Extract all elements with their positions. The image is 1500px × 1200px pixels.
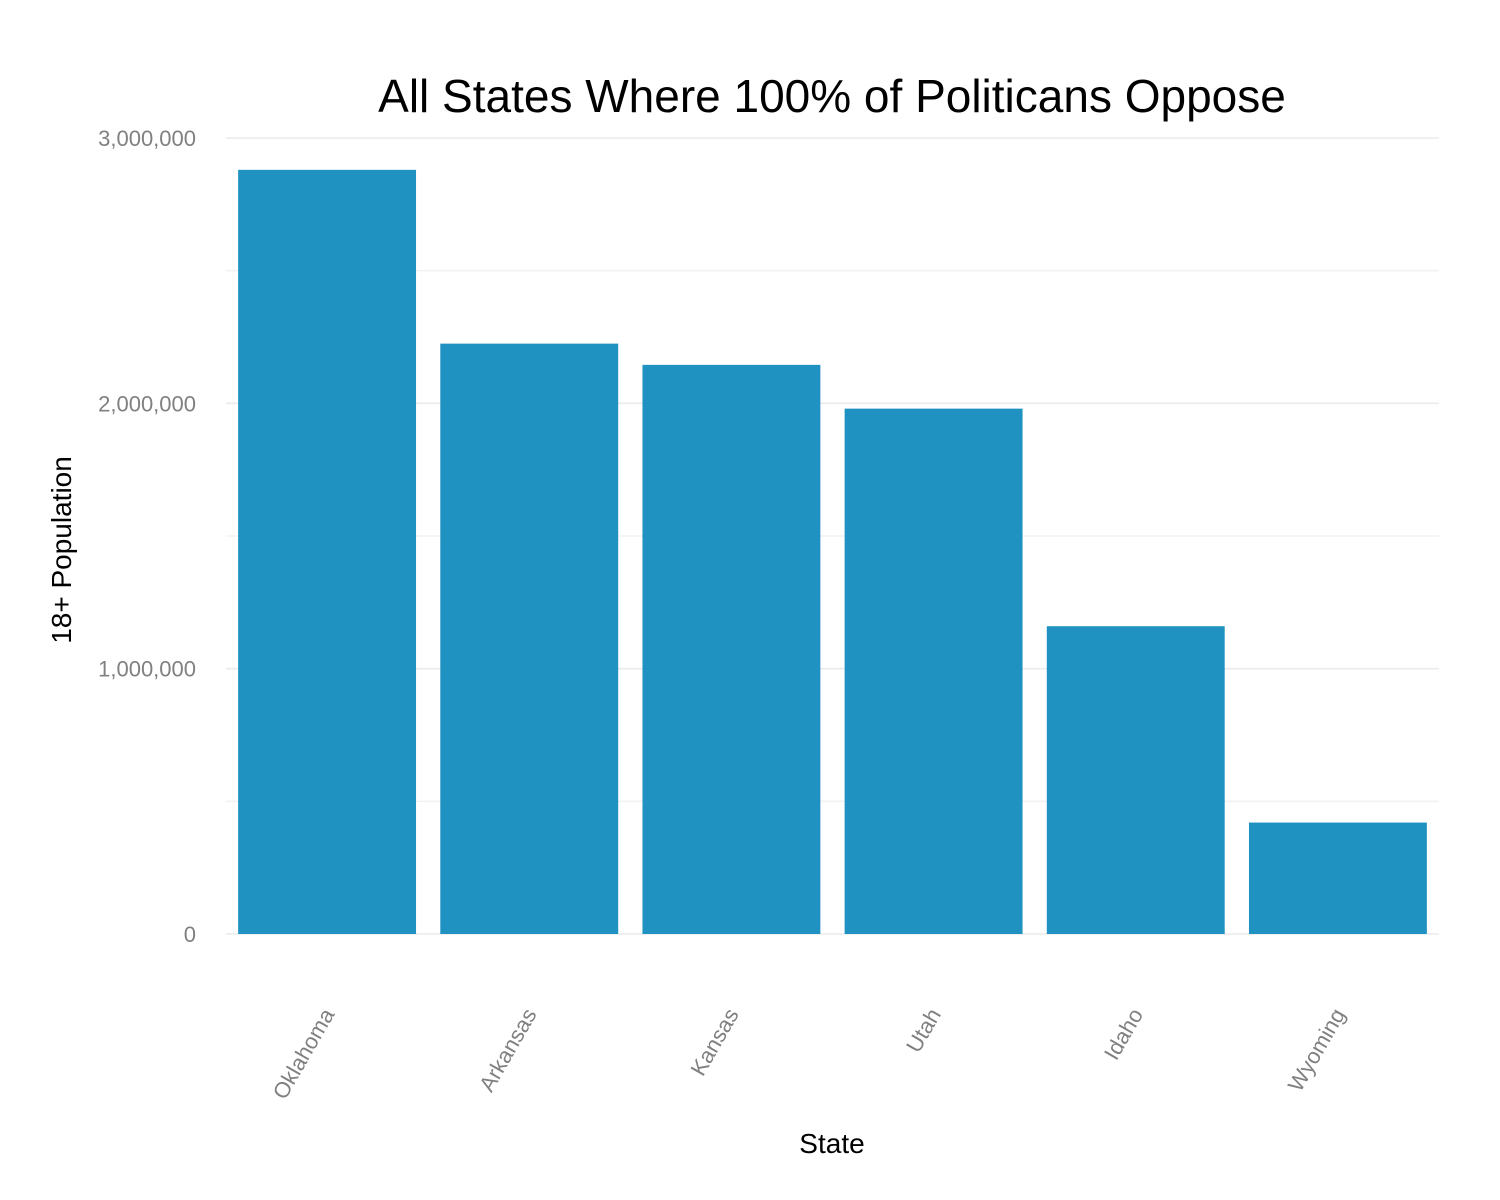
- gridlines: [226, 137, 1439, 935]
- x-tick-label-utah: Utah: [901, 1004, 946, 1057]
- y-tick-label: 0: [184, 922, 196, 947]
- y-tick-label: 2,000,000: [98, 391, 196, 416]
- bar-oklahoma: [238, 169, 417, 935]
- bar-arkansas: [440, 343, 619, 935]
- y-axis-title: 18+ Population: [46, 456, 77, 644]
- bar-idaho: [1046, 626, 1225, 934]
- bar-utah: [844, 408, 1023, 934]
- x-tick-label-wyoming: Wyoming: [1283, 1004, 1350, 1096]
- x-tick-label-arkansas: Arkansas: [474, 1004, 542, 1096]
- bars: [238, 169, 1427, 935]
- y-axis-tick-labels: 0 1,000,000 2,000,000 3,000,000: [98, 126, 196, 947]
- bar-kansas: [642, 364, 821, 934]
- y-tick-label: 3,000,000: [98, 126, 196, 151]
- x-tick-label-kansas: Kansas: [685, 1004, 743, 1080]
- x-axis-tick-labels: Oklahoma Arkansas Kansas Utah Idaho Wyoming: [268, 1003, 1351, 1103]
- chart-title: All States Where 100% of Politicans Oppo…: [378, 70, 1286, 122]
- x-tick-label-oklahoma: Oklahoma: [268, 1003, 340, 1103]
- x-axis-title: State: [799, 1128, 864, 1159]
- x-tick-label-idaho: Idaho: [1099, 1004, 1148, 1064]
- y-tick-label: 1,000,000: [98, 657, 196, 682]
- bar-wyoming: [1248, 822, 1427, 934]
